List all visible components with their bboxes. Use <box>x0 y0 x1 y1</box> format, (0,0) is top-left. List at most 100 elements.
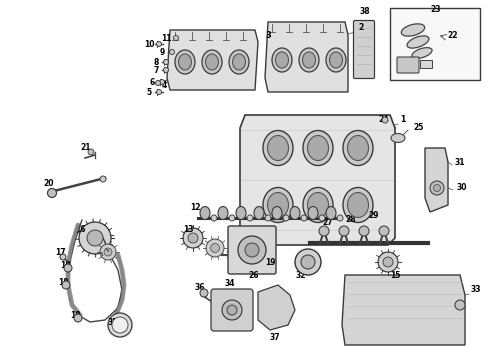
Text: 36: 36 <box>195 283 205 292</box>
Ellipse shape <box>290 207 300 220</box>
Ellipse shape <box>268 193 289 217</box>
Ellipse shape <box>202 50 222 74</box>
Ellipse shape <box>247 215 253 221</box>
Ellipse shape <box>175 50 195 74</box>
Ellipse shape <box>303 188 333 222</box>
Circle shape <box>104 248 112 256</box>
Ellipse shape <box>302 52 316 68</box>
Ellipse shape <box>272 48 292 72</box>
Ellipse shape <box>211 215 217 221</box>
Ellipse shape <box>326 207 336 220</box>
Circle shape <box>155 81 161 86</box>
Text: 38: 38 <box>360 7 370 16</box>
Text: 2: 2 <box>358 23 363 32</box>
Ellipse shape <box>308 193 328 217</box>
Ellipse shape <box>272 207 282 220</box>
Text: 14: 14 <box>225 251 236 260</box>
Text: 13: 13 <box>183 225 194 234</box>
Text: 21: 21 <box>80 143 91 152</box>
Ellipse shape <box>326 48 346 72</box>
Polygon shape <box>240 115 395 245</box>
Polygon shape <box>265 22 348 92</box>
Ellipse shape <box>412 48 432 58</box>
Text: 34: 34 <box>225 279 236 288</box>
Bar <box>420 60 432 68</box>
Ellipse shape <box>301 215 307 221</box>
Circle shape <box>74 314 82 322</box>
Ellipse shape <box>308 207 318 220</box>
Ellipse shape <box>308 135 328 161</box>
Polygon shape <box>342 275 465 345</box>
Text: 20: 20 <box>43 179 53 188</box>
Circle shape <box>173 36 178 41</box>
Circle shape <box>156 41 162 46</box>
Ellipse shape <box>229 215 235 221</box>
Circle shape <box>382 117 388 123</box>
Text: 9: 9 <box>159 48 165 57</box>
Circle shape <box>79 222 111 254</box>
Circle shape <box>211 243 220 252</box>
Circle shape <box>64 264 72 272</box>
Text: 16: 16 <box>75 225 85 234</box>
Circle shape <box>430 181 444 195</box>
Circle shape <box>319 226 329 236</box>
Text: 10: 10 <box>144 40 154 49</box>
Text: 15: 15 <box>390 271 400 280</box>
Ellipse shape <box>407 36 429 48</box>
Bar <box>390 8 480 80</box>
Ellipse shape <box>178 54 192 70</box>
Circle shape <box>156 90 162 95</box>
Circle shape <box>455 300 465 310</box>
Ellipse shape <box>391 134 405 143</box>
Text: 11: 11 <box>161 33 171 42</box>
Ellipse shape <box>343 188 373 222</box>
Text: 26: 26 <box>248 271 259 280</box>
Ellipse shape <box>200 207 210 220</box>
Circle shape <box>160 80 165 85</box>
Circle shape <box>62 281 70 289</box>
Ellipse shape <box>229 50 249 74</box>
Text: 1: 1 <box>400 115 405 124</box>
Ellipse shape <box>347 193 368 217</box>
Text: 18: 18 <box>70 311 81 320</box>
Ellipse shape <box>337 215 343 221</box>
Ellipse shape <box>299 48 319 72</box>
Text: 29: 29 <box>368 211 378 220</box>
Text: 25: 25 <box>413 123 423 132</box>
Circle shape <box>339 226 349 236</box>
Circle shape <box>100 176 106 182</box>
Polygon shape <box>425 148 448 212</box>
Text: 6: 6 <box>149 77 155 86</box>
Text: 31: 31 <box>455 158 466 167</box>
Polygon shape <box>167 30 258 90</box>
Polygon shape <box>258 285 295 330</box>
Ellipse shape <box>265 215 271 221</box>
Circle shape <box>245 243 259 257</box>
Text: 32: 32 <box>296 271 307 280</box>
Text: 28: 28 <box>345 215 356 224</box>
Ellipse shape <box>218 207 228 220</box>
Circle shape <box>206 239 224 257</box>
Circle shape <box>48 189 56 198</box>
Circle shape <box>170 50 174 54</box>
Text: 18: 18 <box>58 278 69 287</box>
Text: 5: 5 <box>147 87 151 96</box>
Text: 3: 3 <box>265 31 271 40</box>
Ellipse shape <box>263 131 293 166</box>
Ellipse shape <box>254 207 264 220</box>
Text: 22: 22 <box>447 31 458 40</box>
Circle shape <box>301 255 315 269</box>
Circle shape <box>227 305 237 315</box>
FancyBboxPatch shape <box>228 226 276 274</box>
Circle shape <box>88 149 94 155</box>
Circle shape <box>359 226 369 236</box>
FancyBboxPatch shape <box>397 57 419 73</box>
Ellipse shape <box>236 207 246 220</box>
Ellipse shape <box>303 131 333 166</box>
Text: 37: 37 <box>270 333 281 342</box>
Circle shape <box>434 185 441 192</box>
Ellipse shape <box>232 54 245 70</box>
FancyBboxPatch shape <box>211 289 253 331</box>
Circle shape <box>60 254 66 260</box>
Ellipse shape <box>347 135 368 161</box>
